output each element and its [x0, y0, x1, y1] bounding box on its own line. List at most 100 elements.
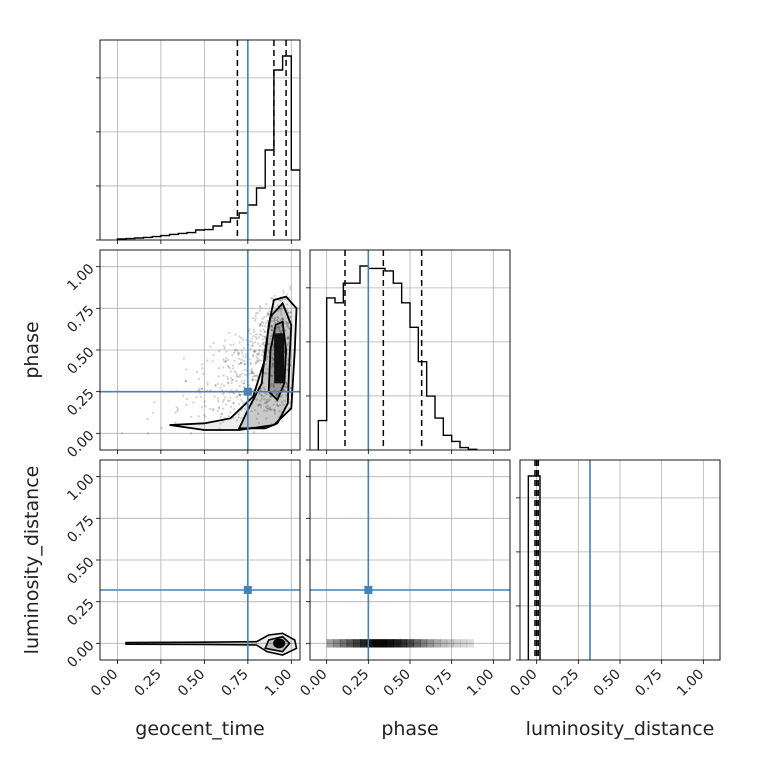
sample-point	[252, 335, 255, 338]
sample-point	[280, 401, 284, 404]
sample-point	[204, 405, 207, 408]
sample-point	[258, 304, 261, 308]
sample-point	[232, 351, 236, 354]
sample-point	[277, 404, 280, 408]
sample-point	[248, 384, 251, 387]
sample-point	[240, 417, 243, 420]
sample-point	[222, 384, 226, 387]
sample-point	[199, 395, 202, 398]
sample-point	[185, 397, 189, 400]
sample-point	[270, 382, 273, 385]
sample-point	[250, 378, 253, 381]
sample-point	[258, 359, 262, 362]
sample-point	[181, 394, 185, 397]
panel-geocent_time	[96, 39, 301, 244]
sample-point	[249, 347, 252, 350]
sample-point	[256, 357, 260, 360]
x-tick-label-4: 1.00	[262, 666, 295, 699]
sample-point	[287, 341, 290, 345]
sample-point	[255, 312, 258, 315]
truth-marker	[243, 387, 252, 396]
sample-point	[200, 387, 203, 390]
sample-point	[260, 333, 263, 336]
sample-point	[231, 364, 235, 367]
sample-point	[212, 354, 215, 357]
density-cell-18	[446, 639, 454, 648]
sample-point	[263, 398, 266, 401]
sample-point	[259, 405, 262, 408]
sample-point	[230, 379, 234, 382]
sample-point	[275, 393, 279, 396]
y-tick-label-0: 0.00	[64, 638, 97, 671]
y-tick-label-2: 0.50	[64, 344, 97, 377]
sample-point	[236, 375, 240, 378]
sample-point	[270, 319, 273, 322]
sample-point	[289, 386, 292, 389]
sample-point	[229, 343, 232, 347]
sample-point	[270, 328, 273, 331]
sample-point	[253, 374, 256, 377]
sample-point	[265, 400, 268, 403]
sample-point	[252, 378, 255, 381]
sample-point	[272, 358, 275, 361]
sample-point	[255, 374, 258, 378]
sample-point	[185, 403, 188, 406]
sample-point	[286, 337, 289, 340]
sample-point	[233, 370, 236, 373]
sample-point	[174, 421, 177, 424]
sample-point	[250, 337, 253, 340]
sample-point	[276, 304, 279, 307]
y-tick-label-3: 0.75	[64, 303, 97, 336]
sample-point	[253, 319, 257, 322]
sample-point	[256, 374, 259, 377]
sample-point	[287, 325, 290, 329]
sample-point	[286, 363, 289, 366]
sample-point	[265, 315, 268, 318]
sample-point	[268, 408, 271, 411]
panel-content	[100, 40, 300, 240]
truth-marker	[243, 586, 252, 594]
sample-point	[182, 357, 186, 360]
sample-point	[254, 362, 257, 365]
density-cell-16	[433, 639, 441, 648]
density-cell-14	[420, 639, 428, 648]
sample-point	[249, 332, 252, 335]
sample-point	[280, 310, 283, 313]
sample-point	[239, 362, 242, 365]
histogram-phase	[317, 265, 478, 450]
sample-point	[202, 413, 206, 417]
sample-point	[242, 355, 245, 358]
sample-point	[288, 296, 291, 299]
truth-marker	[364, 586, 373, 594]
sample-point	[287, 311, 290, 314]
x-tick-label-0: 0.00	[297, 666, 330, 699]
sample-point	[232, 343, 235, 346]
y-axis-label-luminosity-distance: luminosity_distance	[21, 466, 43, 655]
sample-point	[280, 313, 283, 316]
panel-frame	[99, 249, 301, 451]
sample-point	[272, 319, 276, 323]
sample-point	[233, 359, 236, 362]
panel-frame	[309, 249, 511, 451]
sample-point	[238, 392, 241, 395]
sample-point	[222, 398, 225, 401]
sample-point	[276, 315, 279, 318]
panel-frame	[519, 459, 721, 661]
sample-point	[275, 319, 278, 322]
sample-point	[265, 393, 269, 396]
density-peak	[273, 638, 286, 649]
sample-point	[285, 322, 288, 325]
x-tick-label-2: 0.50	[381, 666, 414, 699]
sample-point	[271, 297, 274, 300]
sample-point	[264, 372, 267, 376]
sample-point	[235, 373, 239, 376]
sample-point	[203, 400, 206, 403]
sample-point	[211, 360, 214, 363]
sample-point	[228, 367, 231, 370]
density-cell-7	[373, 639, 381, 648]
sample-point	[258, 333, 261, 336]
sample-point	[248, 358, 251, 361]
x-tick-label-2: 0.50	[175, 666, 208, 699]
sample-point	[249, 339, 252, 343]
sample-point	[229, 370, 233, 373]
